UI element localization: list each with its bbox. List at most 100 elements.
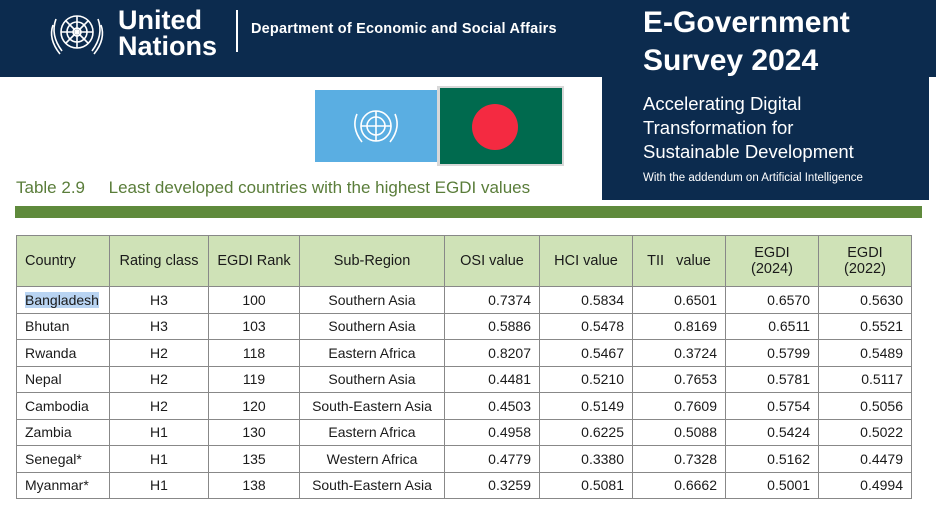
cell-egdi-2024: 0.5754 [725, 392, 819, 420]
survey-cover-panel: E-Government Survey 2024 Accelerating Di… [602, 0, 929, 200]
cell-egdi-rank: 120 [208, 392, 300, 420]
cell-rating-class: H2 [109, 339, 209, 367]
cell-egdi-rank: 100 [208, 286, 300, 314]
cell-sub-region: South-Eastern Asia [299, 471, 445, 499]
survey-addendum: With the addendum on Artificial Intellig… [643, 172, 863, 184]
cell-egdi-rank: 138 [208, 471, 300, 499]
cell-hci-value: 0.5081 [539, 471, 633, 499]
cell-sub-region: Eastern Africa [299, 418, 445, 446]
cell-country[interactable]: Cambodia [16, 392, 110, 420]
cell-osi-value: 0.8207 [444, 339, 540, 367]
cell-country[interactable]: Bangladesh [16, 286, 110, 314]
survey-subtitle: Accelerating Digital Transformation for … [643, 93, 854, 162]
cell-country[interactable]: Nepal [16, 365, 110, 393]
egdi-table: Country Rating class EGDI Rank Sub-Regio… [16, 235, 912, 499]
cell-hci-value: 0.5478 [539, 312, 633, 340]
header-rating-class: Rating class [109, 235, 209, 287]
un-flag-emblem-icon [354, 110, 398, 143]
cell-country[interactable]: Bhutan [16, 312, 110, 340]
table-row: Bhutan H3 103 Southern Asia 0.5886 0.5478 0.81… [16, 312, 912, 340]
cell-egdi-2022: 0.5022 [818, 418, 912, 446]
bangladesh-flag [440, 88, 562, 164]
cell-egdi-2024: 0.6570 [725, 286, 819, 314]
cell-tii-value: 0.7609 [632, 392, 726, 420]
cell-egdi-2022: 0.5521 [818, 312, 912, 340]
bangladesh-flag-disc [472, 104, 518, 150]
cell-egdi-rank: 119 [208, 365, 300, 393]
header-sub-region: Sub-Region [299, 235, 445, 287]
cell-egdi-2024: 0.5001 [725, 471, 819, 499]
header-divider [236, 10, 238, 52]
table-row: Rwanda H2 118 Eastern Africa 0.8207 0.5467 0.3… [16, 339, 912, 367]
cell-hci-value: 0.5467 [539, 339, 633, 367]
un-emblem-icon [50, 15, 104, 55]
header-tii-value: TII value [632, 235, 726, 287]
cell-country[interactable]: Myanmar* [16, 471, 110, 499]
cell-sub-region: Western Africa [299, 445, 445, 473]
cell-hci-value: 0.3380 [539, 445, 633, 473]
table-header-row: Country Rating class EGDI Rank Sub-Regio… [16, 235, 912, 287]
cell-osi-value: 0.4958 [444, 418, 540, 446]
cell-egdi-rank: 130 [208, 418, 300, 446]
table-row: Bangladesh H3 100 Southern Asia 0.7374 0.5834… [16, 286, 912, 314]
cell-egdi-2022: 0.5489 [818, 339, 912, 367]
cell-rating-class: H3 [109, 312, 209, 340]
header-country: Country [16, 235, 110, 287]
cell-osi-value: 0.4503 [444, 392, 540, 420]
cell-hci-value: 0.5834 [539, 286, 633, 314]
caption-rule [15, 206, 922, 218]
cell-egdi-rank: 118 [208, 339, 300, 367]
cell-egdi-2024: 0.5781 [725, 365, 819, 393]
cell-tii-value: 0.6501 [632, 286, 726, 314]
header-egdi-2024: EGDI (2024) [725, 235, 819, 287]
cell-country[interactable]: Senegal* [16, 445, 110, 473]
un-flag [315, 90, 437, 162]
cell-egdi-2024: 0.6511 [725, 312, 819, 340]
cell-egdi-2022: 0.4994 [818, 471, 912, 499]
header-hci-value: HCI value [539, 235, 633, 287]
table-row: Senegal* H1 135 Western Africa 0.4779 0.3380 0… [16, 445, 912, 473]
cell-hci-value: 0.6225 [539, 418, 633, 446]
cell-osi-value: 0.7374 [444, 286, 540, 314]
cell-tii-value: 0.8169 [632, 312, 726, 340]
table-caption: Table 2.9 Least developed countries with… [16, 178, 531, 197]
header-osi-value: OSI value [444, 235, 540, 287]
cell-hci-value: 0.5210 [539, 365, 633, 393]
cell-egdi-rank: 135 [208, 445, 300, 473]
header-egdi-2022: EGDI (2022) [818, 235, 912, 287]
survey-title: E-Government Survey 2024 [643, 6, 850, 77]
cell-rating-class: H1 [109, 445, 209, 473]
cell-sub-region: Eastern Africa [299, 339, 445, 367]
table-row: Myanmar* H1 138 South-Eastern Asia 0.3259 0.5… [16, 471, 912, 499]
selected-text[interactable]: Bangladesh [25, 291, 99, 308]
cell-egdi-2024: 0.5799 [725, 339, 819, 367]
cell-rating-class: H2 [109, 392, 209, 420]
cell-tii-value: 0.5088 [632, 418, 726, 446]
cell-osi-value: 0.4481 [444, 365, 540, 393]
cell-tii-value: 0.3724 [632, 339, 726, 367]
cell-egdi-2022: 0.4479 [818, 445, 912, 473]
cell-osi-value: 0.3259 [444, 471, 540, 499]
cell-hci-value: 0.5149 [539, 392, 633, 420]
cell-egdi-2024: 0.5424 [725, 418, 819, 446]
cell-tii-value: 0.6662 [632, 471, 726, 499]
cell-country[interactable]: Rwanda [16, 339, 110, 367]
cell-egdi-2022: 0.5056 [818, 392, 912, 420]
cell-sub-region: Southern Asia [299, 365, 445, 393]
cell-rating-class: H2 [109, 365, 209, 393]
cell-egdi-2022: 0.5117 [818, 365, 912, 393]
table-row: Zambia H1 130 Eastern Africa 0.4958 0.6225 0.5… [16, 418, 912, 446]
cell-osi-value: 0.4779 [444, 445, 540, 473]
cell-egdi-2022: 0.5630 [818, 286, 912, 314]
table-row: Nepal H2 119 Southern Asia 0.4481 0.5210 0.765… [16, 365, 912, 393]
org-name: United Nations [118, 5, 218, 61]
cell-sub-region: South-Eastern Asia [299, 392, 445, 420]
cell-country[interactable]: Zambia [16, 418, 110, 446]
cell-sub-region: Southern Asia [299, 286, 445, 314]
cell-tii-value: 0.7653 [632, 365, 726, 393]
cell-osi-value: 0.5886 [444, 312, 540, 340]
header-egdi-rank: EGDI Rank [208, 235, 300, 287]
cell-rating-class: H3 [109, 286, 209, 314]
cell-rating-class: H1 [109, 418, 209, 446]
cell-rating-class: H1 [109, 471, 209, 499]
